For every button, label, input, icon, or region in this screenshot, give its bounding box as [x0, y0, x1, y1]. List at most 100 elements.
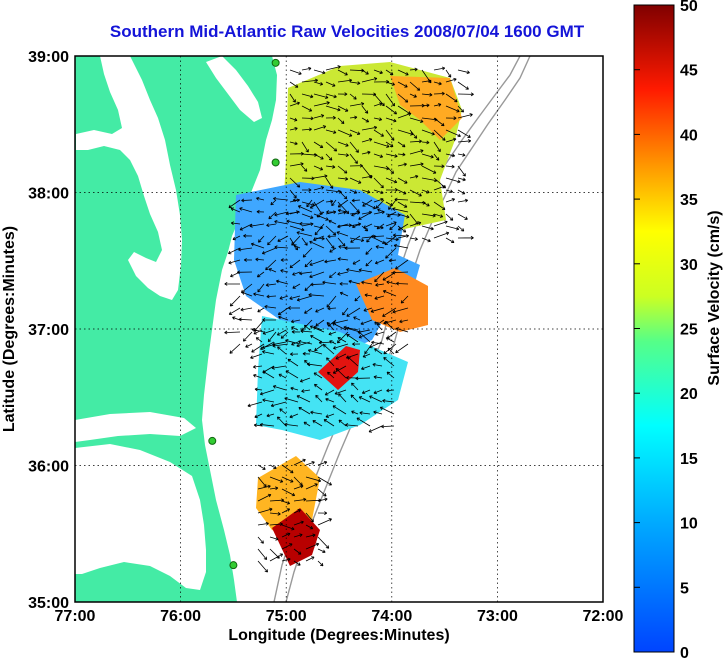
velocity-arrow — [421, 225, 434, 231]
velocity-arrow — [265, 259, 277, 271]
velocity-arrow — [356, 417, 371, 427]
velocity-arrow — [265, 283, 277, 287]
velocity-arrow — [243, 233, 253, 238]
velocity-arrow — [309, 240, 325, 249]
velocity-arrow — [291, 341, 299, 346]
velocity-arrow — [306, 199, 313, 208]
velocity-arrow — [274, 211, 289, 217]
velocity-arrow — [257, 484, 271, 490]
velocity-arrow — [334, 389, 347, 395]
velocity-arrow — [251, 327, 265, 333]
velocity-arrow — [305, 556, 315, 562]
velocity-arrow — [239, 207, 253, 213]
velocity-arrow — [349, 81, 361, 85]
velocity-arrow — [257, 536, 264, 544]
map-title: Southern Mid-Atlantic Raw Velocities 200… — [109, 22, 585, 41]
velocity-arrow — [253, 329, 263, 335]
velocity-arrow — [309, 271, 325, 279]
velocity-arrow — [262, 350, 275, 355]
velocity-arrow — [363, 307, 373, 312]
colorbar-tick-label: 40 — [680, 127, 698, 144]
colorbar-label: Surface Velocity (cm/s) — [706, 210, 723, 385]
velocity-arrow — [289, 93, 296, 103]
velocity-arrow — [313, 174, 328, 179]
velocity-arrow — [305, 461, 315, 466]
velocity-arrow — [292, 283, 301, 289]
velocity-arrow — [373, 102, 383, 107]
velocity-arrow — [445, 177, 461, 184]
velocity-arrow — [293, 520, 304, 526]
velocity-arrow — [256, 271, 265, 278]
velocity-arrow — [374, 321, 383, 331]
velocity-arrow — [421, 153, 434, 159]
velocity-arrow — [347, 356, 359, 367]
velocity-arrow — [433, 231, 450, 239]
velocity-arrow — [375, 245, 385, 249]
velocity-arrow — [239, 223, 253, 231]
velocity-arrow — [361, 174, 373, 179]
velocity-arrow — [271, 365, 287, 370]
velocity-arrow — [397, 69, 409, 76]
velocity-arrow — [373, 389, 383, 395]
velocity-arrow — [325, 177, 334, 189]
velocity-arrow — [224, 282, 241, 286]
velocity-arrow — [238, 317, 253, 322]
pamlico-sound — [75, 444, 206, 590]
velocity-arrow — [433, 91, 445, 96]
velocity-arrow — [262, 370, 275, 379]
velocity-arrow — [421, 140, 430, 145]
velocity-arrow — [312, 420, 323, 427]
velocity-arrow — [304, 259, 313, 268]
velocity-arrow — [361, 105, 369, 114]
velocity-arrow — [409, 67, 418, 72]
velocity-arrow — [257, 493, 272, 502]
velocity-arrow — [361, 117, 370, 123]
velocity-arrow — [351, 198, 361, 203]
velocity-arrow — [361, 280, 373, 285]
velocity-arrow — [305, 542, 320, 550]
velocity-arrow — [355, 376, 371, 381]
velocity-arrow — [373, 117, 383, 122]
velocity-arrow — [228, 259, 241, 265]
velocity-arrow — [313, 153, 324, 160]
velocity-arrow — [395, 259, 409, 270]
velocity-arrow — [289, 117, 298, 122]
velocity-arrow — [260, 341, 275, 350]
velocity-arrow — [329, 247, 337, 253]
velocity-arrow — [278, 315, 289, 321]
velocity-arrow — [358, 331, 371, 343]
colorbar-tick-label: 25 — [680, 322, 698, 339]
velocity-arrow — [445, 189, 454, 194]
velocity-arrow — [397, 162, 407, 167]
velocity-arrow — [308, 293, 325, 297]
velocity-arrow — [392, 270, 409, 275]
velocity-arrow — [386, 388, 395, 393]
velocity-arrow — [257, 507, 273, 514]
velocity-arrow — [317, 488, 327, 497]
velocity-arrow — [409, 174, 419, 179]
velocity-arrow — [290, 386, 299, 391]
velocity-arrow — [317, 476, 332, 486]
velocity-arrow — [375, 283, 385, 287]
velocity-arrow — [266, 294, 277, 299]
velocity-arrow — [289, 237, 299, 251]
velocity-arrow — [274, 219, 289, 225]
velocity-arrow — [445, 129, 461, 138]
velocity-arrow — [409, 189, 422, 197]
velocity-arrow — [350, 394, 359, 403]
velocity-arrow — [397, 201, 408, 208]
velocity-arrow — [296, 295, 313, 302]
velocity-arrow — [385, 81, 395, 86]
velocity-arrow — [315, 394, 323, 403]
velocity-arrow — [331, 199, 337, 207]
velocity-arrow — [300, 329, 313, 334]
velocity-arrow — [332, 322, 347, 331]
colorbar-tick-label: 50 — [680, 0, 698, 15]
velocity-arrow — [313, 325, 323, 331]
velocity-arrow — [335, 353, 347, 360]
y-axis-label: Latitude (Degrees:Minutes) — [1, 226, 18, 432]
velocity-arrow — [373, 93, 385, 107]
velocity-arrow — [284, 422, 299, 427]
velocity-arrow — [302, 247, 313, 258]
